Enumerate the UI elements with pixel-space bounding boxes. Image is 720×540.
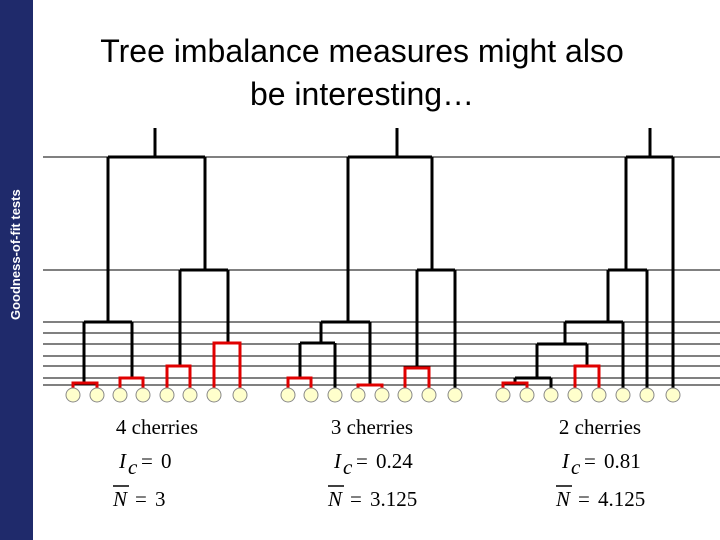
equals: =	[135, 487, 147, 511]
leaf	[397, 387, 413, 403]
leaf	[232, 387, 248, 403]
sidebar-label: Goodness-of-fit tests	[8, 189, 23, 320]
ic-subscript: c	[128, 455, 138, 479]
leaf	[519, 387, 535, 403]
ic-symbol: I	[561, 449, 570, 473]
equals: =	[578, 487, 590, 511]
leaf	[327, 387, 343, 403]
n-value: 3.125	[370, 487, 417, 511]
leaf	[89, 387, 105, 403]
leaf	[374, 387, 390, 403]
n-symbol: N	[112, 487, 128, 511]
tree	[501, 128, 675, 395]
leaf	[303, 387, 319, 403]
ic-symbol: I	[333, 449, 342, 473]
equals: =	[350, 487, 362, 511]
ic-value: 0.81	[604, 449, 641, 473]
leaf	[567, 387, 583, 403]
n-symbol: N	[555, 487, 571, 511]
ic-subscript: c	[571, 455, 581, 479]
ic-symbol: I	[118, 449, 127, 473]
leaf	[206, 387, 222, 403]
panel-label: 3 cherries	[331, 415, 413, 439]
leaf	[280, 387, 296, 403]
equals: =	[356, 449, 368, 473]
leaf	[159, 387, 175, 403]
title: Tree imbalance measures might also	[100, 33, 623, 69]
leaf	[112, 387, 128, 403]
leaf	[591, 387, 607, 403]
leaf	[495, 387, 511, 403]
leaf	[665, 387, 681, 403]
ic-subscript: c	[343, 455, 353, 479]
leaf	[447, 387, 463, 403]
ic-value: 0.24	[376, 449, 413, 473]
ic-value: 0	[161, 449, 172, 473]
panel-label: 2 cherries	[559, 415, 641, 439]
n-value: 3	[155, 487, 166, 511]
equals: =	[141, 449, 153, 473]
leaf	[615, 387, 631, 403]
equals: =	[584, 449, 596, 473]
tree	[71, 128, 242, 395]
n-value: 4.125	[598, 487, 645, 511]
leaf	[350, 387, 366, 403]
leaf	[135, 387, 151, 403]
leaf	[65, 387, 81, 403]
leaf	[639, 387, 655, 403]
n-symbol: N	[327, 487, 343, 511]
leaf	[421, 387, 437, 403]
title: be interesting…	[250, 76, 474, 112]
leaf	[543, 387, 559, 403]
leaf	[182, 387, 198, 403]
leaves	[65, 387, 681, 403]
tree	[286, 128, 457, 395]
panel-label: 4 cherries	[116, 415, 198, 439]
sidebar	[0, 0, 33, 540]
